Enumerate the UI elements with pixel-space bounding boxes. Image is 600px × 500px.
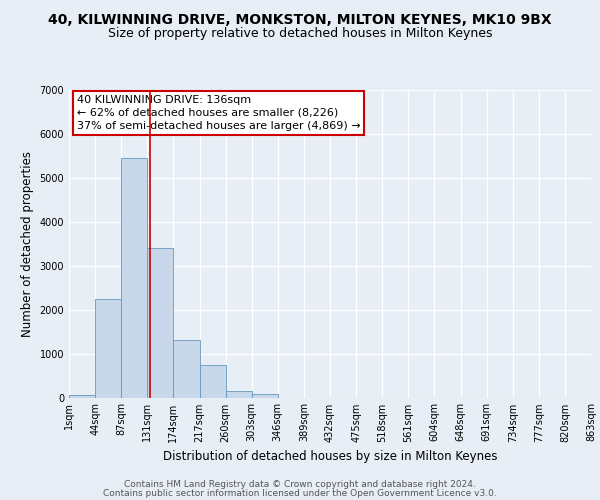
Bar xyxy=(173,340,199,398)
Text: 40, KILWINNING DRIVE, MONKSTON, MILTON KEYNES, MK10 9BX: 40, KILWINNING DRIVE, MONKSTON, MILTON K… xyxy=(48,12,552,26)
Bar xyxy=(252,394,278,398)
Bar xyxy=(121,158,148,398)
Bar xyxy=(148,248,173,398)
Y-axis label: Number of detached properties: Number of detached properties xyxy=(21,151,34,337)
X-axis label: Distribution of detached houses by size in Milton Keynes: Distribution of detached houses by size … xyxy=(163,450,497,463)
Bar xyxy=(95,298,121,398)
Bar xyxy=(226,391,252,398)
Text: Size of property relative to detached houses in Milton Keynes: Size of property relative to detached ho… xyxy=(108,28,492,40)
Bar xyxy=(69,396,95,398)
Text: Contains HM Land Registry data © Crown copyright and database right 2024.: Contains HM Land Registry data © Crown c… xyxy=(124,480,476,489)
Bar xyxy=(199,364,226,398)
Text: 40 KILWINNING DRIVE: 136sqm
← 62% of detached houses are smaller (8,226)
37% of : 40 KILWINNING DRIVE: 136sqm ← 62% of det… xyxy=(77,94,361,131)
Text: Contains public sector information licensed under the Open Government Licence v3: Contains public sector information licen… xyxy=(103,488,497,498)
